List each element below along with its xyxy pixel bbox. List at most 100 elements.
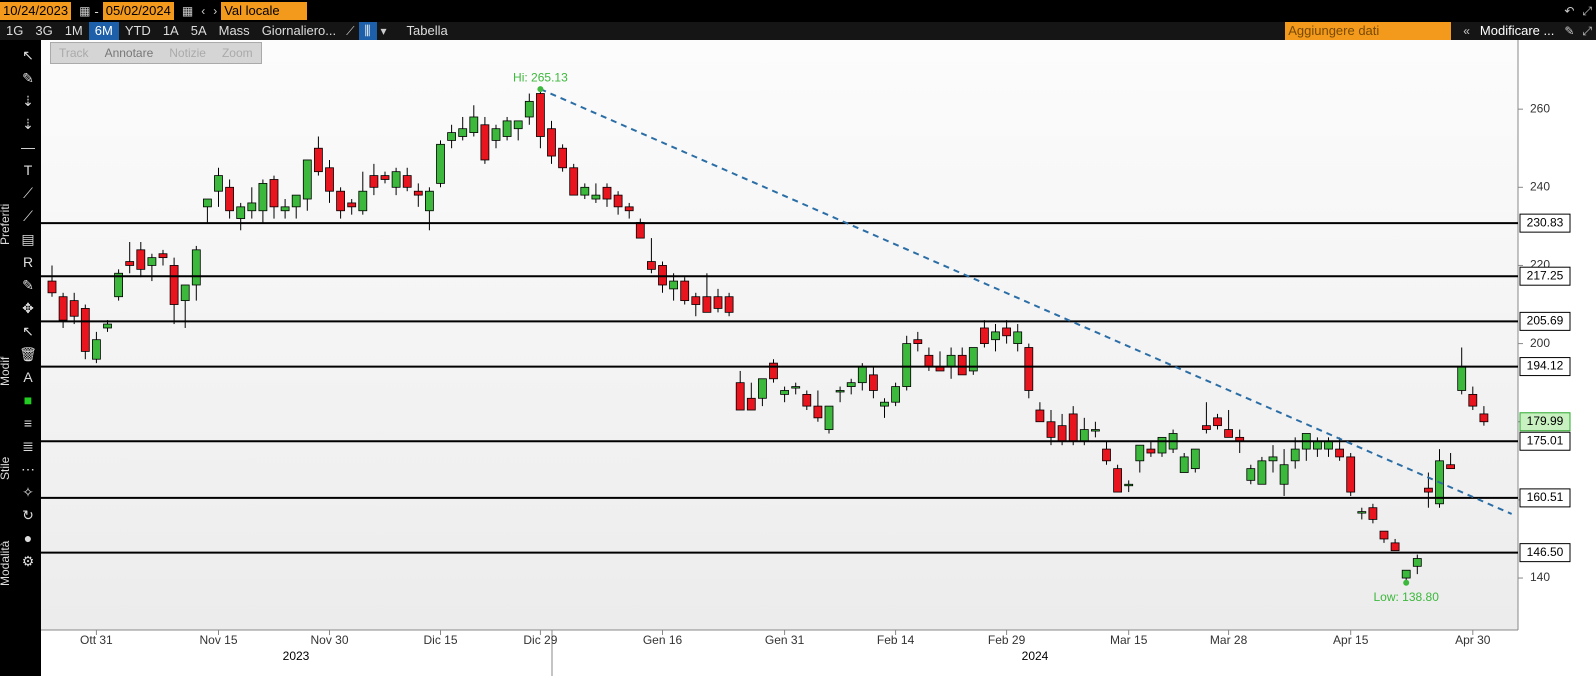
icon[interactable]: ✎ [1564,24,1575,38]
candle-body [502,120,512,137]
candle-body [935,366,945,372]
period-button[interactable]: 5A [190,23,207,38]
candle-body [69,300,79,317]
candle-body [191,249,201,286]
period-button[interactable]: YTD [124,23,151,38]
candle-body [1024,347,1034,391]
side-label: Preferiti [0,203,12,245]
candle-body [624,206,634,212]
period-button[interactable]: 1G [6,23,24,38]
calendar-icon[interactable]: ▦ [181,4,194,18]
candle-body [247,202,257,212]
candle-body [1268,456,1278,462]
candle-body [536,93,545,137]
candle-body [791,386,801,389]
x-tick-label: Apr 30 [1455,633,1491,647]
year-label: 2023 [283,649,310,663]
candle-body [1035,409,1045,423]
candle-body [347,202,357,208]
side-label: Modalità [0,540,12,586]
candle-body [1401,569,1411,579]
add-data-input[interactable]: Aggiungere dati [1285,22,1452,40]
collapse[interactable]: « [1463,24,1470,38]
candle-body [202,198,212,208]
candle-body [47,280,57,294]
candle-body [1457,366,1467,391]
dash: - [94,3,99,19]
start-date[interactable]: 10/24/2023 [0,2,72,20]
candle-body [1013,331,1023,344]
table-button[interactable]: Tabella [406,23,448,38]
candle-icon[interactable]: ⫼ [358,22,377,40]
period-button[interactable]: 6M [88,22,119,40]
period-button[interactable]: Mass [218,23,250,38]
maximize-button[interactable]: ⤢ [1582,3,1592,18]
candle-body [358,190,368,212]
level-label: 194.12 [1527,359,1564,373]
candle-body [269,179,279,208]
low-annotation: Low: 138.80 [1374,590,1440,604]
candle-body [491,128,501,141]
candle-body [1190,448,1200,470]
period-button[interactable]: 3G [35,23,53,38]
candle-body [325,167,334,192]
period-button[interactable]: 1M [64,23,83,38]
level-label: 175.01 [1527,433,1564,447]
candle-body [1412,558,1422,567]
tool-button[interactable]: Zoom [221,46,253,60]
candle-body [1202,425,1211,430]
candle-body [1357,511,1367,514]
prev-button[interactable]: ‹ [201,4,206,18]
candle-body [580,186,590,196]
candle-body [813,405,823,419]
candle-body [680,280,690,302]
candle-body [380,175,390,180]
candle-body [647,261,656,270]
candle-body [991,331,1000,341]
candle-body [1224,429,1233,438]
candle-body [558,147,567,169]
calendar-icon[interactable]: ▦ [79,4,91,18]
edit-button[interactable]: Modificare ... [1479,23,1555,38]
candle-body [92,339,101,360]
low-marker [1403,579,1410,586]
line-icon[interactable]: ⟋ [346,23,355,38]
undo-button[interactable]: ↶ [1564,4,1575,18]
level-tag [1519,543,1571,563]
side-label: Modif [0,356,12,386]
candle-body [1368,507,1378,520]
tool-button[interactable]: Track [59,46,89,60]
candle-body [569,167,579,196]
candle-body [802,393,812,407]
candle-body [746,397,756,411]
x-tick-label: Gen 16 [643,633,683,647]
candle-body [391,171,401,188]
candle-body [313,147,323,173]
candle-body [1046,421,1056,438]
icon[interactable]: ⤢ [1582,23,1592,38]
tool-icons[interactable]: ↖ ✎ ⇣ ⇣ — T ⟋ ⟋ ▤ R ✎ ✥ ↖ 🗑 A ■ ≡ ≣ ⋯ ✧ ↻ ● ⚙ [19,47,37,569]
tool-button[interactable]: Annotare [104,46,154,60]
dropdown[interactable]: ▾ [380,24,387,38]
x-tick-label: Feb 14 [877,633,915,647]
candle-body [1102,448,1111,462]
candle-body [1246,468,1256,481]
end-date[interactable]: 05/02/2024 [102,2,174,20]
candle-body [1324,440,1333,450]
tool-button[interactable]: Notizie [169,46,206,60]
x-tick-label: Apr 15 [1333,633,1369,647]
frequency-select[interactable]: Giornaliero... [261,23,337,38]
candle-body [214,175,223,192]
candle-body [236,206,246,219]
year-label: 2024 [1022,649,1049,663]
level-label: 205.69 [1527,314,1564,328]
candle-body [780,390,789,395]
candle-body [946,354,956,368]
candle-body [758,378,767,399]
currency-select[interactable]: Val locale [221,2,308,20]
period-button[interactable]: 1A [162,23,179,38]
candle-body [635,222,645,239]
candle-body [1335,448,1344,458]
next-button[interactable]: › [213,4,218,18]
